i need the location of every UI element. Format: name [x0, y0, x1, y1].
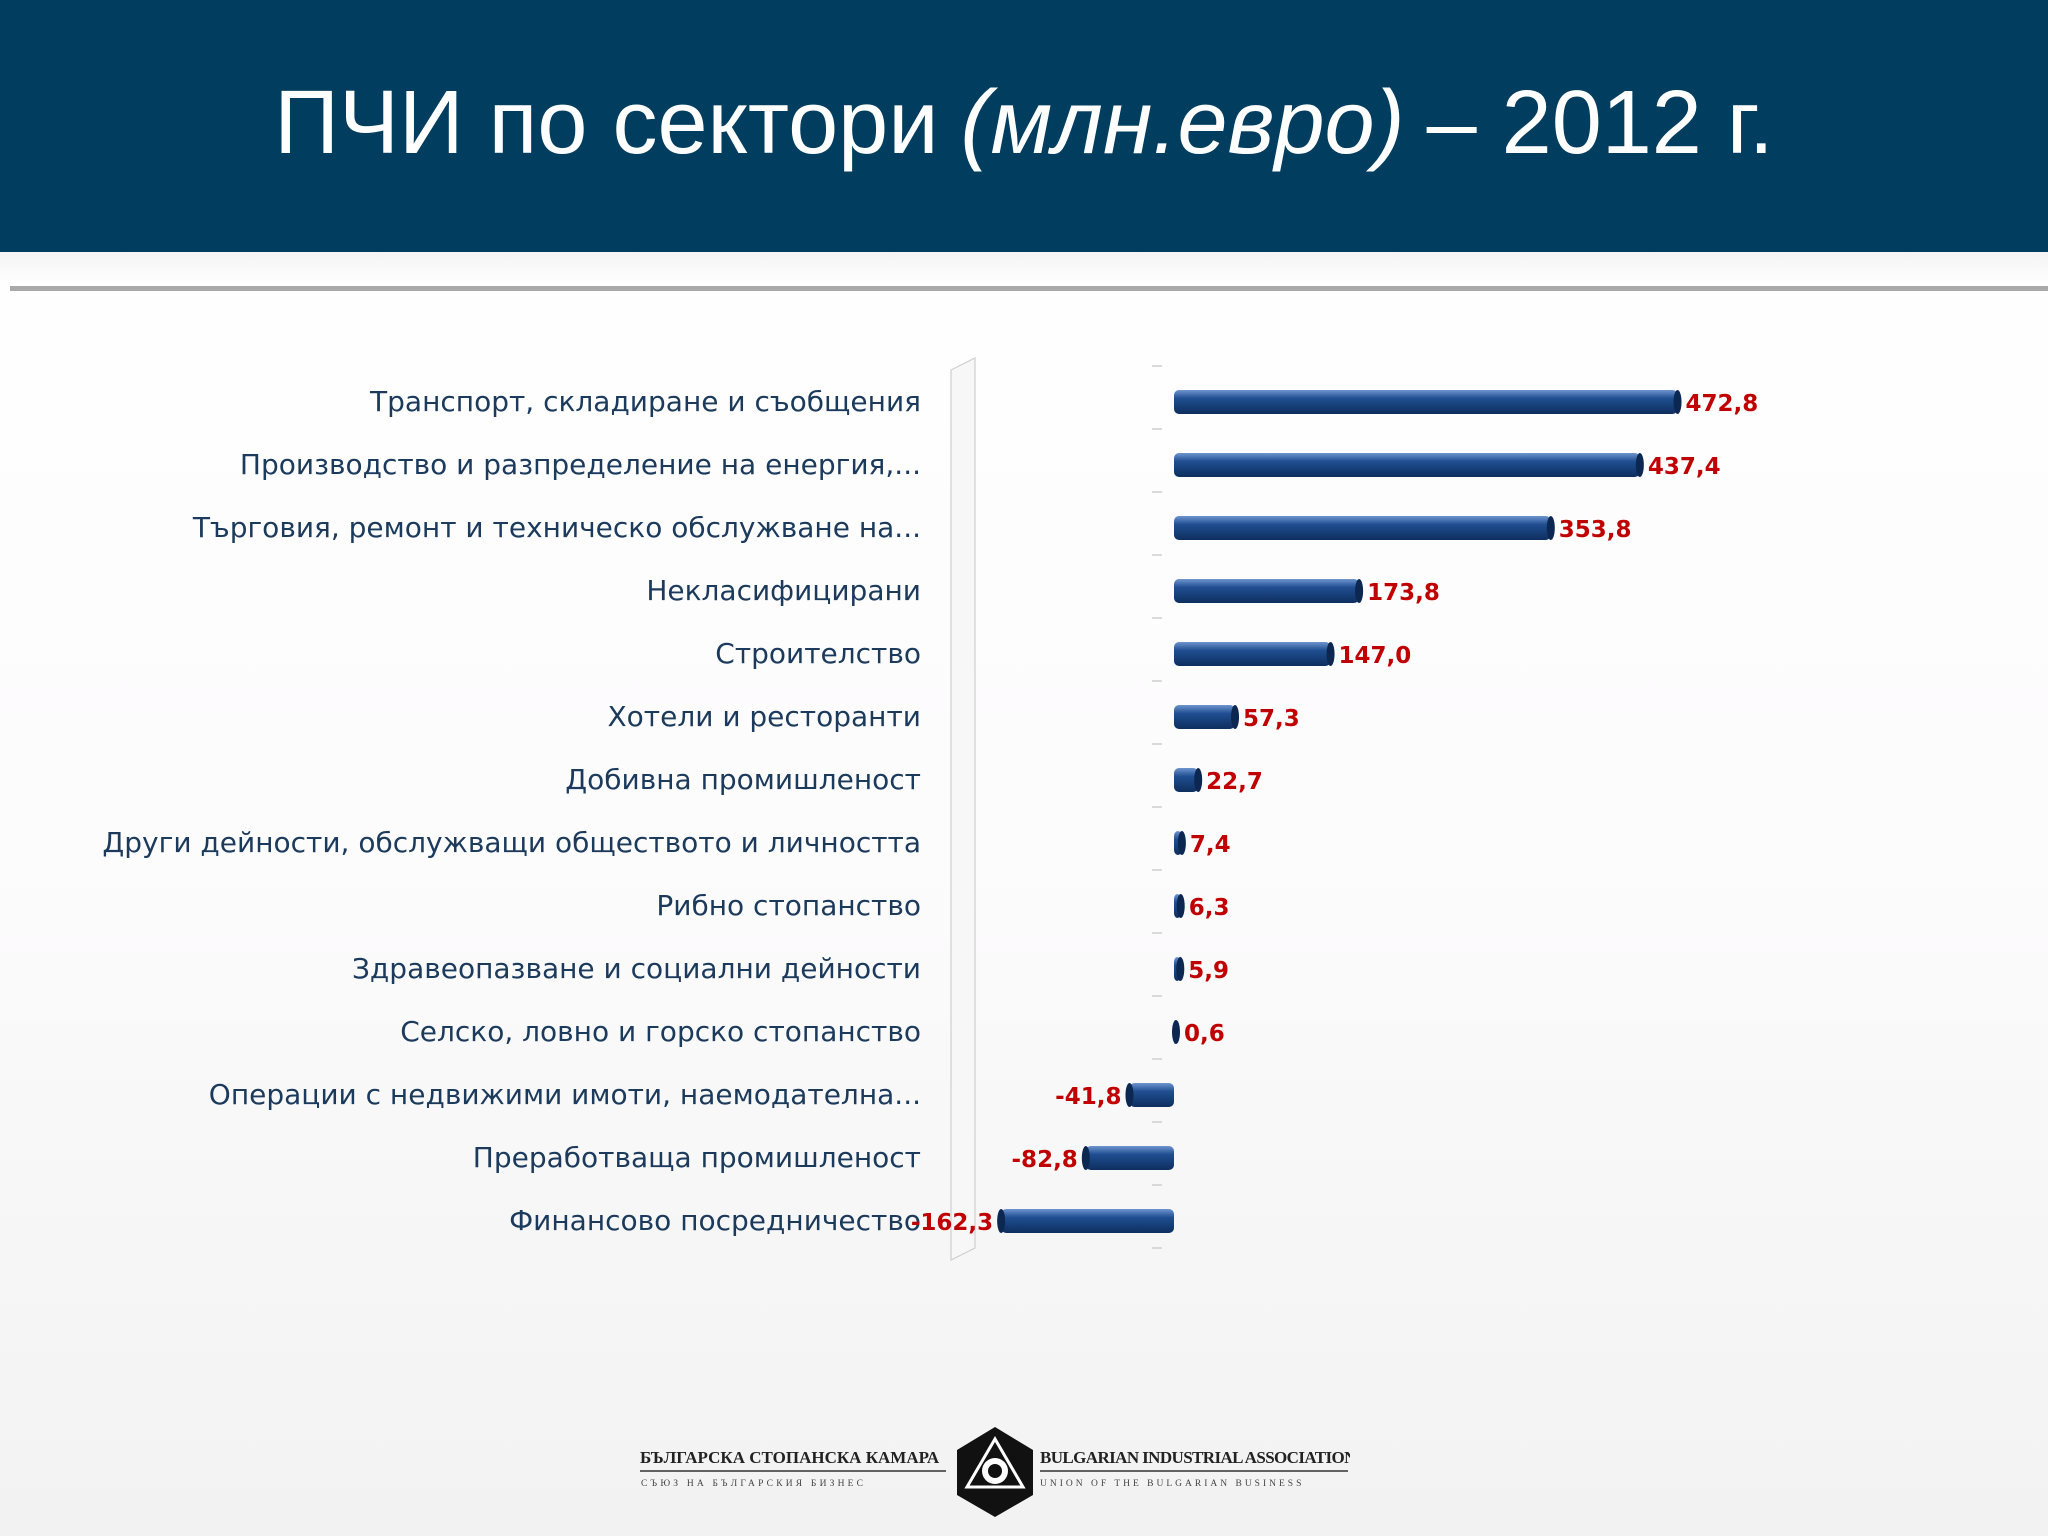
fdi-bar-chart: Транспорт, складиране и съобщения 472,8 Пр… — [102, 357, 1759, 1261]
category-label: Селско, ловно и горско стопанство — [400, 1015, 921, 1048]
footer-en-name: BULGARIAN INDUSTRIAL ASSOCIATION — [1040, 1448, 1350, 1467]
bar-end-cap — [1355, 579, 1364, 603]
category-label: Хотели и ресторанти — [607, 700, 921, 733]
category-label: Финансово посредничество — [509, 1204, 921, 1237]
bar-end-cap — [1231, 705, 1240, 729]
bar — [1085, 1146, 1174, 1170]
value-label: 7,4 — [1190, 832, 1231, 858]
bar-end-cap — [1172, 1020, 1180, 1044]
bar-end-cap — [1673, 390, 1682, 414]
category-label: Търговия, ремонт и техническо обслужване… — [192, 511, 921, 544]
title-unit: (млн.евро) — [960, 72, 1405, 173]
value-label: 353,8 — [1559, 517, 1632, 543]
footer-bg-subtitle: СЪЮЗ НА БЪЛГАРСКИЯ БИЗНЕС — [641, 1479, 866, 1489]
bar-end-cap — [1081, 1146, 1090, 1170]
value-label: 472,8 — [1686, 391, 1759, 417]
value-label: 6,3 — [1189, 895, 1230, 921]
value-label: 437,4 — [1648, 454, 1721, 480]
category-axis-wall — [950, 357, 976, 1261]
category-label: Други дейности, обслужващи обществото и … — [102, 826, 921, 859]
bar — [1001, 1209, 1174, 1233]
footer-bg-name: БЪЛГАРСКА СТОПАНСКА КАМАРА — [640, 1448, 940, 1467]
category-label: Преработваща промишленост — [473, 1141, 921, 1174]
bar-end-cap — [1635, 453, 1644, 477]
value-label: 173,8 — [1367, 580, 1440, 606]
bar — [1174, 705, 1236, 729]
bar — [1174, 390, 1678, 414]
category-label: Здравеопазване и социални дейности — [352, 952, 921, 985]
value-label: 147,0 — [1339, 643, 1412, 669]
value-label: 0,6 — [1184, 1021, 1225, 1047]
bar — [1174, 768, 1199, 792]
category-label: Операции с недвижими имоти, наемодателна… — [209, 1078, 921, 1111]
value-label: 22,7 — [1206, 769, 1263, 795]
bar-end-cap — [1176, 894, 1185, 918]
bar-end-cap — [997, 1209, 1006, 1233]
bar-end-cap — [1176, 957, 1185, 981]
title-year: – 2012 г. — [1426, 72, 1774, 173]
bar-end-cap — [1546, 516, 1555, 540]
category-label: Рибно стопанство — [656, 889, 921, 922]
value-label: -162,3 — [911, 1210, 993, 1236]
category-label: Строителство — [715, 637, 921, 670]
bar — [1174, 516, 1551, 540]
value-label: 57,3 — [1243, 706, 1300, 732]
bar — [1174, 642, 1331, 666]
value-label: 5,9 — [1188, 958, 1229, 984]
bar — [1174, 579, 1360, 603]
bia-emblem-icon — [957, 1427, 1033, 1517]
bar-end-cap — [1177, 831, 1186, 855]
header-divider — [10, 286, 2048, 291]
category-label: Транспорт, складиране и съобщения — [369, 385, 921, 418]
bar-end-cap — [1194, 768, 1203, 792]
footer-logo: БЪЛГАРСКА СТОПАНСКА КАМАРА СЪЮЗ НА БЪЛГА… — [640, 1427, 1350, 1517]
title-banner — [0, 0, 2048, 252]
page-title: ПЧИ по сектори (млн.евро) – 2012 г. — [0, 0, 2048, 252]
bar-end-cap — [1125, 1083, 1134, 1107]
bar-end-cap — [1326, 642, 1335, 666]
category-label: Некласифицирани — [646, 574, 921, 607]
header-shadow — [0, 252, 2048, 286]
footer-en-subtitle: UNION OF THE BULGARIAN BUSINESS — [1040, 1479, 1304, 1489]
value-label: -82,8 — [1012, 1147, 1078, 1173]
title-main: ПЧИ по сектори — [274, 72, 939, 173]
bar — [1174, 453, 1640, 477]
category-label: Добивна промишленост — [565, 763, 921, 796]
value-label: -41,8 — [1055, 1084, 1121, 1110]
category-label: Производство и разпределение на енергия,… — [240, 448, 921, 481]
bar — [1129, 1083, 1174, 1107]
